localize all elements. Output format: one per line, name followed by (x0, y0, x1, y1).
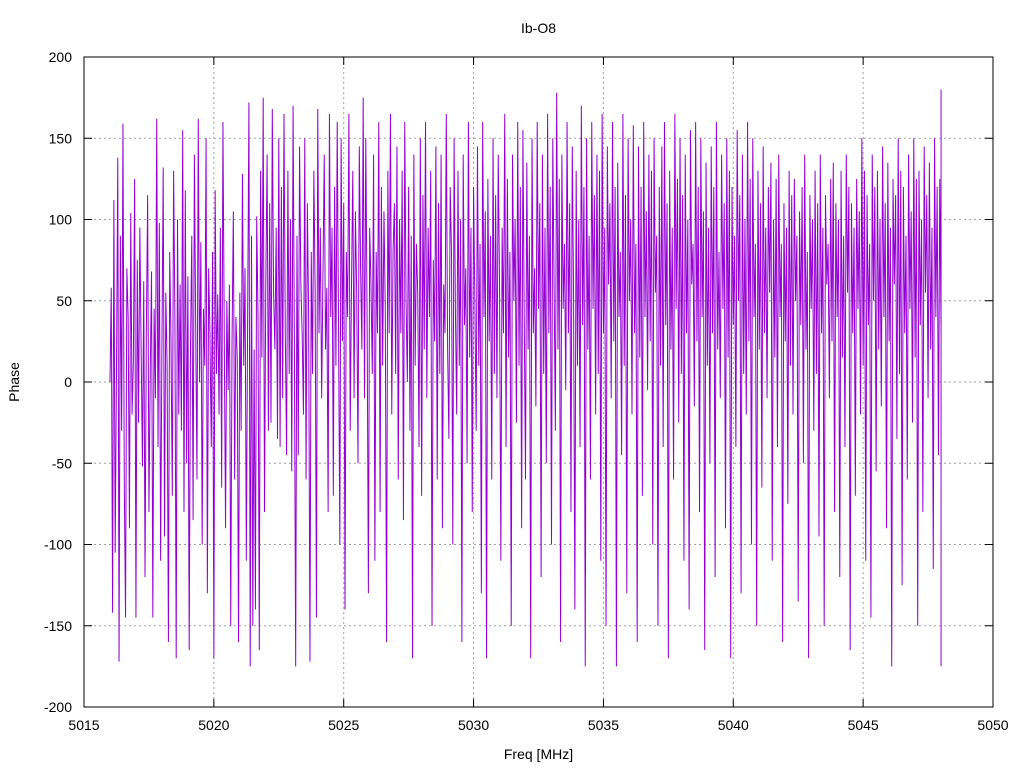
series-line-0 (109, 89, 942, 667)
x-tick-label: 5050 (977, 717, 1008, 733)
y-tick-label: -200 (44, 699, 72, 715)
y-tick-label: 0 (64, 374, 72, 390)
y-tick-label: 100 (49, 212, 73, 228)
y-tick-label: -50 (52, 455, 72, 471)
x-axis-tick-labels: 5015 5020 5025 5030 5035 5040 5045 5050 (68, 717, 1008, 733)
x-tick-label: 5035 (588, 717, 619, 733)
x-axis-label: Freq [MHz] (504, 746, 573, 762)
x-tick-label: 5040 (718, 717, 749, 733)
x-tick-label: 5025 (328, 717, 359, 733)
x-tick-label: 5020 (198, 717, 229, 733)
tick-marks (83, 56, 994, 708)
x-tick-label: 5045 (848, 717, 879, 733)
series-layer (109, 89, 942, 667)
x-tick-label: 5030 (458, 717, 489, 733)
chart-title: Ib-O8 (521, 20, 556, 36)
y-tick-label: 150 (49, 130, 73, 146)
y-tick-label: 50 (56, 293, 72, 309)
y-axis-label: Phase (6, 362, 22, 402)
x-tick-label: 5015 (68, 717, 99, 733)
y-tick-label: -100 (44, 537, 72, 553)
y-tick-label: -150 (44, 618, 72, 634)
grid-lines (84, 57, 993, 707)
y-axis-tick-labels: -200 -150 -100 -50 0 50 100 150 200 (44, 49, 72, 715)
y-tick-label: 200 (49, 49, 73, 65)
